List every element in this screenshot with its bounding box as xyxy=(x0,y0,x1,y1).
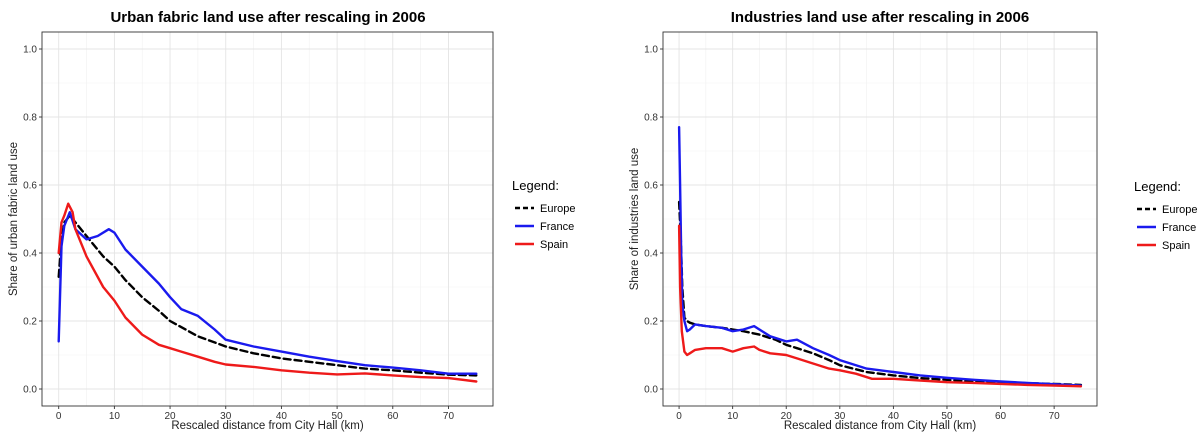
legend-title: Legend: xyxy=(1134,179,1181,194)
y-tick-label: 1.0 xyxy=(23,45,37,56)
y-tick-label: 0.0 xyxy=(644,385,658,396)
legend: Legend: Europe France Spain xyxy=(1134,179,1197,252)
y-tick-label: 1.0 xyxy=(644,45,658,56)
y-tick-label: 0.4 xyxy=(644,249,658,260)
legend: Legend: Europe France Spain xyxy=(512,178,575,251)
x-tick-label: 10 xyxy=(727,411,739,422)
legend-label-france: France xyxy=(1162,222,1196,234)
series-line-europe xyxy=(677,200,1083,387)
chart-panel-2: 0 10 20 30 40 50 60 70 0.0 0.2 0.4 0.6 0.8 1.0 Industr… xyxy=(629,9,1197,432)
x-tick-label: 50 xyxy=(332,411,344,422)
legend-label-europe: Europe xyxy=(540,203,575,215)
y-tick-label: 0.0 xyxy=(23,385,37,396)
series-line-spain xyxy=(677,224,1083,388)
y-tick-label: 0.6 xyxy=(644,181,658,192)
x-tick-label: 0 xyxy=(56,411,62,422)
x-tick-label: 40 xyxy=(276,411,288,422)
x-tick-label: 50 xyxy=(941,411,953,422)
chart-title: Urban fabric land use after rescaling in… xyxy=(110,9,425,26)
series-line-europe xyxy=(57,214,478,377)
y-tick-label: 0.2 xyxy=(23,317,37,328)
legend-label-spain: Spain xyxy=(540,239,568,251)
y-axis-label: Share of industries land use xyxy=(629,148,641,291)
x-axis-label: Rescaled distance from City Hall (km) xyxy=(171,420,364,432)
x-tick-label: 20 xyxy=(781,411,793,422)
chart-title: Industries land use after rescaling in 2… xyxy=(731,9,1029,26)
x-tick-label: 60 xyxy=(387,411,399,422)
series-line-france xyxy=(677,125,1083,387)
x-tick-label: 70 xyxy=(443,411,455,422)
x-tick-label: 70 xyxy=(1049,411,1061,422)
plot-frame xyxy=(41,31,494,407)
y-tick-label: 0.8 xyxy=(23,113,37,124)
legend-label-france: France xyxy=(540,221,574,233)
x-tick-label: 40 xyxy=(888,411,900,422)
legend-title: Legend: xyxy=(512,178,559,193)
legend-label-europe: Europe xyxy=(1162,204,1197,216)
x-tick-label: 60 xyxy=(995,411,1007,422)
x-tick-label: 30 xyxy=(834,411,846,422)
x-tick-label: 20 xyxy=(164,411,176,422)
y-tick-label: 0.6 xyxy=(23,181,37,192)
series-line-france xyxy=(57,210,478,375)
legend-label-spain: Spain xyxy=(1162,240,1190,252)
y-tick-label: 0.2 xyxy=(644,317,658,328)
series-line-spain xyxy=(57,202,478,383)
plot-frame xyxy=(662,31,1098,407)
y-tick-label: 0.8 xyxy=(644,113,658,124)
x-axis-label: Rescaled distance from City Hall (km) xyxy=(784,420,977,432)
y-tick-label: 0.4 xyxy=(23,249,37,260)
y-axis-label: Share of urban fabric land use xyxy=(8,142,20,296)
x-tick-label: 0 xyxy=(676,411,682,422)
x-tick-label: 10 xyxy=(109,411,121,422)
x-tick-label: 30 xyxy=(220,411,232,422)
chart-panel-1: 0 10 20 30 40 50 60 70 0.0 0.2 0.4 0.6 0.8 1.0 Urban f… xyxy=(8,9,575,432)
